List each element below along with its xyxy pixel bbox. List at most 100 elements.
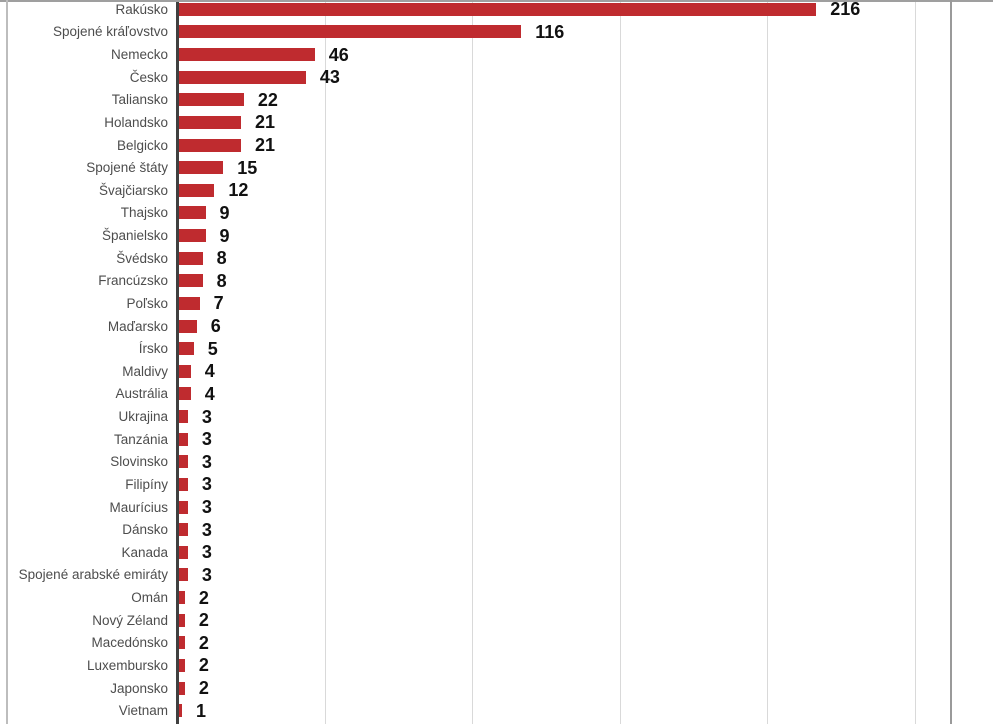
- value-label: 21: [254, 135, 275, 156]
- category-label: Austrália: [115, 386, 168, 402]
- chart-row: Vietnam 1: [0, 699, 993, 722]
- value-label: 22: [257, 89, 278, 110]
- bar: [179, 342, 194, 356]
- chart-row: Česko 43: [0, 66, 993, 89]
- category-label: Luxembursko: [86, 657, 168, 673]
- category-label: Japonsko: [110, 680, 168, 696]
- chart-row: Švédsko 8: [0, 247, 993, 270]
- value-label: 3: [201, 542, 212, 563]
- bar-wrap: 21: [179, 111, 275, 134]
- bar-wrap: 6: [179, 315, 221, 338]
- category-label: Kanada: [121, 544, 168, 560]
- gridline: [324, 0, 326, 724]
- page-border-left: [6, 0, 8, 724]
- bar-wrap: 2: [179, 654, 209, 677]
- chart-row: Írsko 5: [0, 337, 993, 360]
- value-label: 3: [201, 519, 212, 540]
- bar: [179, 591, 185, 605]
- chart-row: Maldivy 4: [0, 360, 993, 383]
- value-label: 15: [237, 157, 258, 178]
- bar: [179, 229, 206, 243]
- bar-wrap: 46: [179, 43, 349, 66]
- category-label: Spojené kráľovstvo: [52, 24, 168, 40]
- chart-row: Japonsko 2: [0, 677, 993, 700]
- value-label: 3: [201, 474, 212, 495]
- category-label: Španielsko: [101, 228, 168, 244]
- chart-row: Omán 2: [0, 586, 993, 609]
- bar: [179, 477, 188, 491]
- bar: [179, 183, 215, 197]
- category-label: Írsko: [138, 341, 168, 357]
- value-label: 3: [201, 429, 212, 450]
- gridline: [914, 0, 916, 724]
- value-label: 2: [198, 610, 209, 631]
- value-label: 6: [210, 316, 221, 337]
- bar: [179, 523, 188, 537]
- bar: [179, 500, 188, 514]
- category-label: Dánsko: [122, 522, 168, 538]
- category-label: Maldivy: [122, 363, 168, 379]
- chart-row: Kanada 3: [0, 541, 993, 564]
- gridline: [767, 0, 768, 724]
- value-label: 2: [198, 655, 209, 676]
- category-label: Nemecko: [110, 47, 168, 63]
- bar-wrap: 22: [179, 89, 278, 112]
- chart-row: Španielsko 9: [0, 224, 993, 247]
- chart-row: Spojené štáty 15: [0, 156, 993, 179]
- value-label: 116: [535, 21, 565, 42]
- chart-row: Švajčiarsko 12: [0, 179, 993, 202]
- bar: [179, 636, 185, 650]
- value-label: 2: [198, 678, 209, 699]
- category-label: Poľsko: [126, 295, 168, 311]
- bar-wrap: 3: [179, 451, 212, 474]
- bar-wrap: 3: [179, 541, 212, 564]
- value-label: 2: [198, 632, 209, 653]
- chart-row: Francúzsko 8: [0, 270, 993, 293]
- value-label: 21: [254, 112, 275, 133]
- chart-row: Luxembursko 2: [0, 654, 993, 677]
- bar: [179, 206, 206, 220]
- value-label: 9: [219, 202, 230, 223]
- value-label: 3: [201, 497, 212, 518]
- bar-wrap: 8: [179, 247, 227, 270]
- category-label: Slovinsko: [110, 454, 168, 470]
- bar: [179, 545, 188, 559]
- bar: [179, 704, 182, 718]
- chart-row: Tanzánia 3: [0, 428, 993, 451]
- value-label: 2: [198, 587, 209, 608]
- chart-row: Ukrajina 3: [0, 405, 993, 428]
- chart-row: Austrália 4: [0, 383, 993, 406]
- chart-row: Nemecko 46: [0, 43, 993, 66]
- category-label: Nový Zéland: [92, 612, 168, 628]
- value-label: 43: [319, 67, 340, 88]
- chart-row: Maurícius 3: [0, 496, 993, 519]
- bar-wrap: 3: [179, 405, 212, 428]
- bar: [179, 568, 188, 582]
- value-label: 8: [216, 248, 227, 269]
- bar-wrap: 4: [179, 360, 215, 383]
- chart-row: Taliansko 22: [0, 89, 993, 112]
- category-label: Vietnam: [118, 703, 168, 719]
- bar-wrap: 21: [179, 134, 275, 157]
- value-label: 4: [204, 383, 215, 404]
- bar-wrap: 2: [179, 677, 209, 700]
- bar-wrap: 5: [179, 337, 218, 360]
- chart-row: Maďarsko 6: [0, 315, 993, 338]
- chart-row: Macedónsko 2: [0, 632, 993, 655]
- bar-wrap: 216: [179, 0, 860, 21]
- category-label: Rakúsko: [115, 1, 168, 17]
- category-label: Švédsko: [116, 250, 168, 266]
- bar: [179, 658, 185, 672]
- bar: [179, 455, 188, 469]
- gridline: [619, 0, 621, 724]
- category-label: Thajsko: [120, 205, 168, 221]
- category-label: Spojené štáty: [86, 160, 168, 176]
- bar-wrap: 2: [179, 586, 209, 609]
- chart-row: Filipíny 3: [0, 473, 993, 496]
- category-label: Švajčiarsko: [98, 182, 168, 198]
- bar-wrap: 3: [179, 428, 212, 451]
- bar: [179, 432, 188, 446]
- bar-wrap: 7: [179, 292, 224, 315]
- bar: [179, 93, 244, 107]
- bar-wrap: 3: [179, 496, 212, 519]
